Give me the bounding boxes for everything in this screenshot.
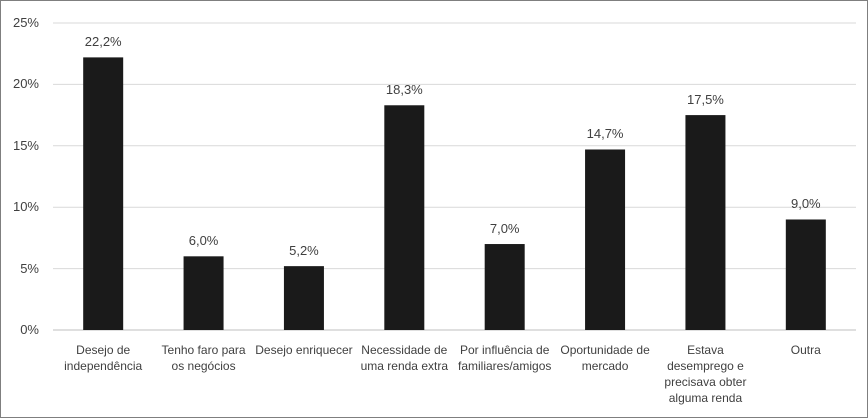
bar <box>785 219 826 330</box>
data-label: 22,2% <box>84 34 122 50</box>
bar <box>685 115 726 330</box>
bar <box>585 149 626 330</box>
category-label: Estava desemprego e precisava obter algu… <box>664 343 747 405</box>
y-tick-label: 10% <box>12 199 39 215</box>
category-label: Necessidade de uma renda extra <box>360 343 448 373</box>
category-label: Oportunidade de mercado <box>560 343 650 373</box>
category-label: Desejo enriquecer <box>255 343 353 357</box>
data-label: 18,3% <box>385 82 423 98</box>
data-label: 5,2% <box>289 243 319 259</box>
bar <box>484 244 525 330</box>
data-label: 17,5% <box>687 92 724 108</box>
y-tick-label: 0% <box>20 322 39 337</box>
data-label: 14,7% <box>586 126 624 142</box>
category-label: Outra <box>790 343 821 357</box>
category-label: Desejo de independência <box>64 343 143 373</box>
data-label: 9,0% <box>790 196 821 212</box>
category-label: Tenho faro para os negócios <box>161 343 246 373</box>
data-label: 7,0% <box>489 221 520 237</box>
bar <box>83 57 124 330</box>
bar <box>283 266 324 330</box>
y-tick-label: 20% <box>12 76 39 92</box>
category-label: Por influência de familiares/amigos <box>458 343 552 373</box>
y-tick-label: 5% <box>20 260 39 276</box>
y-tick-label: 25% <box>12 15 39 30</box>
bar <box>384 105 425 330</box>
y-tick-label: 15% <box>12 137 39 153</box>
data-label: 6,0% <box>188 233 219 249</box>
bar <box>183 256 224 330</box>
